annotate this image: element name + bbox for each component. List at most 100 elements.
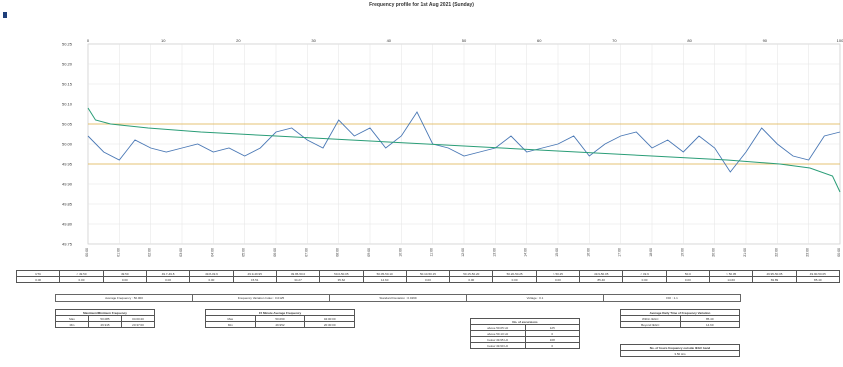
x-bottom-tick-label: 21:00 xyxy=(743,248,747,257)
table-row: UTC < 49.50 49.50 49.7-49.8 49.8-49.9 49.9-49… xyxy=(15,270,841,277)
x-top-tick-label: 0 xyxy=(87,38,90,43)
x-bottom-tick-label: 10:00 xyxy=(398,248,402,257)
x-bottom-tick-label: 04:00 xyxy=(210,248,214,257)
max-min-frequency-table: Maximum/Minimum Frequency Max 50.085 04:00:… xyxy=(55,309,155,328)
table-cell: 0.00 xyxy=(15,276,61,283)
table-cell: 0.00 xyxy=(59,276,104,283)
x-bottom-tick-label: 00:00 xyxy=(837,248,841,257)
hours-outside-table: No. of hours frequency outside IEGC band… xyxy=(620,344,740,357)
x-bottom-tick-label: 05:00 xyxy=(242,248,246,257)
series-duration-curve xyxy=(87,107,841,193)
summary-bar: Average Frequency : 50.000 Frequency Vari… xyxy=(55,294,741,302)
x-bottom-tick-label: 01:00 xyxy=(116,248,120,257)
mini-table-row: Min 49.915 20:37:00 xyxy=(55,321,155,328)
x-bottom-ticks: 00:00 01:00 02:00 03:00 04:00 05:00 06:00 07:00… xyxy=(85,248,841,257)
y-tick-label: 50.25 xyxy=(62,42,73,47)
distribution-table: UTC < 49.50 49.50 49.7-49.8 49.8-49.9 49.9-49… xyxy=(15,270,841,283)
x-bottom-tick-label: 23:00 xyxy=(806,248,810,257)
y-tick-label: 50.20 xyxy=(62,62,73,67)
mini-table-row: Min 49.952 20:30:00 xyxy=(205,321,355,328)
avg-frequency-table: 15 Minute Average Frequency Max 50.060 04:0… xyxy=(205,309,355,328)
x-bottom-tick-label: 15:00 xyxy=(555,248,559,257)
mini-table-cell: 49.915 xyxy=(88,321,122,328)
x-top-tick-label: 20 xyxy=(236,38,241,43)
table-cell: 14.60 xyxy=(362,276,407,283)
table-cell: 0.00 xyxy=(145,276,191,283)
y-tick-label: 49.95 xyxy=(62,162,73,167)
x-bottom-tick-label: 12:00 xyxy=(461,248,465,257)
x-bottom-tick-label: 18:00 xyxy=(649,248,653,257)
time-variation-table: Average Daily Time of Frequency Variatio… xyxy=(620,309,740,328)
mini-table-row: 3.50 Hrs xyxy=(620,350,740,357)
table-row: 0.00 0.00 0.00 0.00 0.00 15.51 34.27 35.62 14.60… xyxy=(15,276,841,283)
x-bottom-tick-label: 08:00 xyxy=(336,248,340,257)
summary-item: Standard Deviation : 0.0269 xyxy=(330,295,467,301)
mini-table-cell: 0 xyxy=(524,342,580,349)
x-bottom-tick-label: 17:00 xyxy=(618,248,622,257)
mini-table-cell: 20:37:00 xyxy=(121,321,155,328)
y-tick-label: 49.85 xyxy=(62,202,73,207)
y-tick-label: 50.15 xyxy=(62,82,73,87)
series-frequency-line xyxy=(87,111,841,173)
frequency-chart: 50.25 50.20 50.15 50.10 50.05 50.00 49.95 49.90… xyxy=(62,38,843,257)
table-cell: 85.40 xyxy=(795,276,841,283)
y-tick-label: 50.00 xyxy=(62,142,73,147)
y-tick-label: 49.80 xyxy=(62,222,73,227)
table-cell: 0.00 xyxy=(535,276,581,283)
x-bottom-tick-label: 13:00 xyxy=(492,248,496,257)
mini-table-cell: Beyond IEGC xyxy=(620,321,681,328)
x-bottom-tick-label: 20:00 xyxy=(712,248,716,257)
x-bottom-tick-label: 16:00 xyxy=(586,248,590,257)
x-top-tick-label: 70 xyxy=(612,38,617,43)
mini-table-row: below 49.90 Hz 0 xyxy=(470,342,580,349)
x-bottom-tick-label: 00:00 xyxy=(85,248,89,257)
table-cell: 0.00 xyxy=(492,276,537,283)
x-bottom-tick-label: 02:00 xyxy=(148,248,152,257)
mini-table-cell: Min xyxy=(205,321,256,328)
x-top-tick-label: 40 xyxy=(387,38,392,43)
table-cell: 0.00 xyxy=(449,276,494,283)
mini-table-cell: 20:30:00 xyxy=(304,321,355,328)
x-top-tick-label: 90 xyxy=(763,38,768,43)
table-cell: 15.51 xyxy=(232,276,277,283)
summary-item: Average Frequency : 50.000 xyxy=(56,295,193,301)
y-axis-ticks: 50.25 50.20 50.15 50.10 50.05 50.00 49.95 49.90… xyxy=(62,42,73,247)
table-cell: 0.00 xyxy=(622,276,667,283)
summary-item: Frequency Variation Index : 0.0125 xyxy=(193,295,330,301)
y-tick-label: 49.90 xyxy=(62,182,73,187)
x-top-tick-label: 10 xyxy=(161,38,166,43)
mini-table-cell: 14.60 xyxy=(679,321,740,328)
x-bottom-tick-label: 06:00 xyxy=(273,248,277,257)
x-top-tick-label: 60 xyxy=(537,38,542,43)
limit-lines xyxy=(88,123,840,165)
table-cell: 35.62 xyxy=(319,276,364,283)
table-cell: 69.89 xyxy=(752,276,797,283)
summary-item: FDI : 1.1 xyxy=(666,296,678,300)
x-bottom-tick-label: 22:00 xyxy=(774,248,778,257)
x-bottom-tick-label: 11:00 xyxy=(430,248,434,257)
table-cell: 0.00 xyxy=(405,276,451,283)
summary-item: Voltage : 0.1 xyxy=(467,295,604,301)
y-tick-label: 50.05 xyxy=(62,122,73,127)
table-cell: 0.00 xyxy=(102,276,147,283)
corner-marker xyxy=(3,12,7,18)
table-cell: 14.60 xyxy=(708,276,754,283)
mini-table-row: Beyond IEGC 14.60 xyxy=(620,321,740,328)
y-tick-label: 50.10 xyxy=(62,102,73,107)
table-cell: 85.40 xyxy=(579,276,624,283)
mini-table-cell: below 49.90 Hz xyxy=(470,342,526,349)
chart-title: Frequency profile for 1st Aug 2021 (Sund… xyxy=(369,2,474,8)
x-top-tick-label: 100 xyxy=(837,38,843,43)
series-group xyxy=(87,107,841,193)
mini-table-cell: Min xyxy=(55,321,89,328)
x-bottom-tick-label: 14:00 xyxy=(524,248,528,257)
x-bottom-tick-label: 07:00 xyxy=(304,248,308,257)
x-top-tick-label: 80 xyxy=(687,38,692,43)
x-bottom-tick-label: 03:00 xyxy=(179,248,183,257)
x-top-tick-label: 30 xyxy=(311,38,316,43)
y-tick-label: 49.75 xyxy=(62,242,73,247)
x-top-tick-label: 50 xyxy=(462,38,467,43)
table-cell: 34.27 xyxy=(275,276,321,283)
excursions-table: No. of excursions above 50.05 Hz 125 above … xyxy=(470,318,580,349)
table-cell: 0.00 xyxy=(665,276,711,283)
